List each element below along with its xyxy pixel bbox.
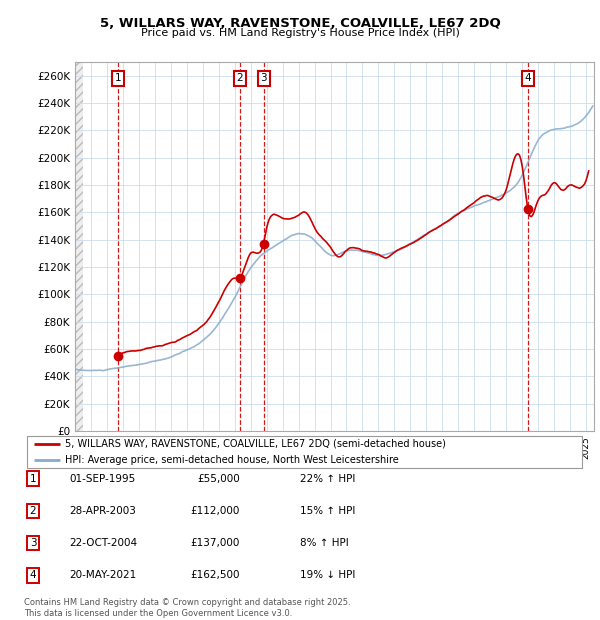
Text: 4: 4 <box>525 73 532 84</box>
Text: 01-SEP-1995: 01-SEP-1995 <box>69 474 135 484</box>
Text: 20-MAY-2021: 20-MAY-2021 <box>69 570 136 580</box>
Text: 5, WILLARS WAY, RAVENSTONE, COALVILLE, LE67 2DQ (semi-detached house): 5, WILLARS WAY, RAVENSTONE, COALVILLE, L… <box>65 439 446 449</box>
Text: 2: 2 <box>29 506 37 516</box>
Text: 19% ↓ HPI: 19% ↓ HPI <box>300 570 355 580</box>
Text: £137,000: £137,000 <box>191 538 240 548</box>
Text: 1: 1 <box>29 474 37 484</box>
Text: 1: 1 <box>115 73 121 84</box>
Text: 28-APR-2003: 28-APR-2003 <box>69 506 136 516</box>
FancyBboxPatch shape <box>27 436 582 468</box>
Text: 8% ↑ HPI: 8% ↑ HPI <box>300 538 349 548</box>
Text: 4: 4 <box>29 570 37 580</box>
Text: £162,500: £162,500 <box>191 570 240 580</box>
Text: 3: 3 <box>29 538 37 548</box>
Text: 22% ↑ HPI: 22% ↑ HPI <box>300 474 355 484</box>
Text: £112,000: £112,000 <box>191 506 240 516</box>
Text: 22-OCT-2004: 22-OCT-2004 <box>69 538 137 548</box>
Text: 3: 3 <box>260 73 267 84</box>
Text: 5, WILLARS WAY, RAVENSTONE, COALVILLE, LE67 2DQ: 5, WILLARS WAY, RAVENSTONE, COALVILLE, L… <box>100 17 500 30</box>
Text: Price paid vs. HM Land Registry's House Price Index (HPI): Price paid vs. HM Land Registry's House … <box>140 28 460 38</box>
Text: Contains HM Land Registry data © Crown copyright and database right 2025.
This d: Contains HM Land Registry data © Crown c… <box>24 598 350 618</box>
Text: 15% ↑ HPI: 15% ↑ HPI <box>300 506 355 516</box>
Text: 2: 2 <box>236 73 243 84</box>
Text: £55,000: £55,000 <box>197 474 240 484</box>
Text: HPI: Average price, semi-detached house, North West Leicestershire: HPI: Average price, semi-detached house,… <box>65 455 399 465</box>
